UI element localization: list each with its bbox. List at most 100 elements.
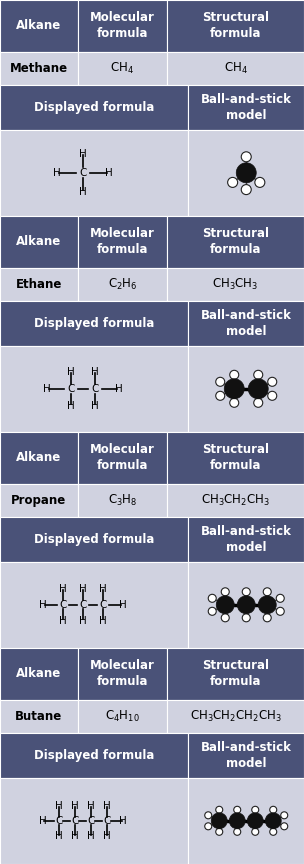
Circle shape	[236, 162, 256, 183]
Text: H: H	[99, 584, 107, 594]
Text: CH$_4$: CH$_4$	[110, 60, 134, 76]
Bar	[167, 648, 304, 700]
Text: Displayed formula: Displayed formula	[34, 532, 154, 546]
Circle shape	[230, 371, 239, 379]
Text: Methane: Methane	[10, 61, 68, 75]
Text: C: C	[99, 600, 107, 610]
Bar	[0, 733, 188, 778]
Bar	[0, 517, 188, 562]
Text: Alkane: Alkane	[16, 235, 61, 249]
Bar	[78, 484, 167, 517]
Bar	[78, 0, 167, 52]
Circle shape	[216, 806, 223, 813]
Circle shape	[216, 378, 225, 386]
Circle shape	[216, 829, 223, 835]
Text: H: H	[53, 168, 61, 178]
Circle shape	[211, 813, 227, 829]
Circle shape	[216, 596, 234, 613]
Circle shape	[241, 185, 251, 194]
Text: Molecular
formula: Molecular formula	[90, 227, 155, 257]
Circle shape	[228, 177, 238, 187]
Text: C: C	[103, 816, 111, 826]
Text: C: C	[67, 384, 74, 394]
Text: CH$_3$CH$_3$: CH$_3$CH$_3$	[212, 276, 259, 292]
Circle shape	[205, 812, 212, 819]
Circle shape	[224, 378, 244, 399]
Circle shape	[208, 594, 216, 602]
Text: Molecular
formula: Molecular formula	[90, 659, 155, 689]
Text: Alkane: Alkane	[16, 19, 61, 33]
Circle shape	[241, 152, 251, 162]
Text: H: H	[91, 401, 99, 410]
Circle shape	[281, 812, 288, 819]
Text: H: H	[91, 367, 99, 377]
Circle shape	[230, 398, 239, 407]
Bar	[167, 700, 304, 733]
Circle shape	[254, 371, 263, 379]
Text: H: H	[105, 168, 113, 178]
Text: H: H	[79, 584, 87, 594]
Text: H: H	[79, 616, 87, 626]
Text: Alkane: Alkane	[16, 667, 61, 681]
Text: C: C	[59, 600, 67, 610]
Bar	[78, 52, 167, 85]
Bar	[0, 700, 78, 733]
Text: H: H	[43, 384, 51, 394]
Bar	[0, 432, 78, 484]
Text: Alkane: Alkane	[16, 451, 61, 465]
Circle shape	[265, 813, 281, 829]
Bar	[0, 648, 78, 700]
Circle shape	[234, 829, 241, 835]
Circle shape	[208, 607, 216, 615]
Bar	[188, 517, 304, 562]
Text: H: H	[119, 816, 127, 826]
Text: C: C	[71, 816, 79, 826]
Text: H: H	[39, 600, 47, 610]
Text: Ball-and-stick
model: Ball-and-stick model	[201, 92, 292, 122]
Text: Molecular
formula: Molecular formula	[90, 443, 155, 473]
Text: H: H	[71, 831, 79, 841]
Circle shape	[242, 613, 250, 622]
Circle shape	[237, 596, 255, 613]
Circle shape	[229, 813, 245, 829]
Circle shape	[263, 613, 271, 622]
Text: H: H	[79, 149, 87, 159]
Circle shape	[234, 806, 241, 813]
Text: C$_2$H$_6$: C$_2$H$_6$	[108, 276, 137, 292]
Bar	[188, 778, 304, 864]
Text: CH$_3$CH$_2$CH$_3$: CH$_3$CH$_2$CH$_3$	[201, 492, 270, 508]
Text: H: H	[39, 816, 47, 826]
Circle shape	[221, 588, 229, 596]
Circle shape	[263, 588, 271, 596]
Bar	[0, 301, 188, 346]
Text: H: H	[103, 801, 111, 810]
Bar	[0, 484, 78, 517]
Circle shape	[216, 391, 225, 400]
Text: C: C	[79, 168, 87, 178]
Text: H: H	[87, 831, 95, 841]
Text: C: C	[79, 600, 87, 610]
Bar	[188, 130, 304, 216]
Bar	[167, 268, 304, 301]
Text: H: H	[79, 187, 87, 197]
Text: Displayed formula: Displayed formula	[34, 748, 154, 762]
Circle shape	[205, 823, 212, 829]
Circle shape	[221, 613, 229, 622]
Text: Propane: Propane	[11, 493, 66, 507]
Bar	[167, 0, 304, 52]
Text: H: H	[55, 831, 63, 841]
Text: Displayed formula: Displayed formula	[34, 100, 154, 114]
Bar	[78, 700, 167, 733]
Circle shape	[254, 398, 263, 407]
Text: Structural
formula: Structural formula	[202, 659, 269, 689]
Text: H: H	[59, 616, 67, 626]
Circle shape	[252, 829, 259, 835]
Text: Ball-and-stick
model: Ball-and-stick model	[201, 308, 292, 338]
Bar	[78, 268, 167, 301]
Circle shape	[268, 391, 277, 400]
Bar	[167, 216, 304, 268]
Circle shape	[270, 806, 277, 813]
Text: H: H	[87, 801, 95, 810]
Bar	[167, 484, 304, 517]
Text: C: C	[87, 816, 95, 826]
